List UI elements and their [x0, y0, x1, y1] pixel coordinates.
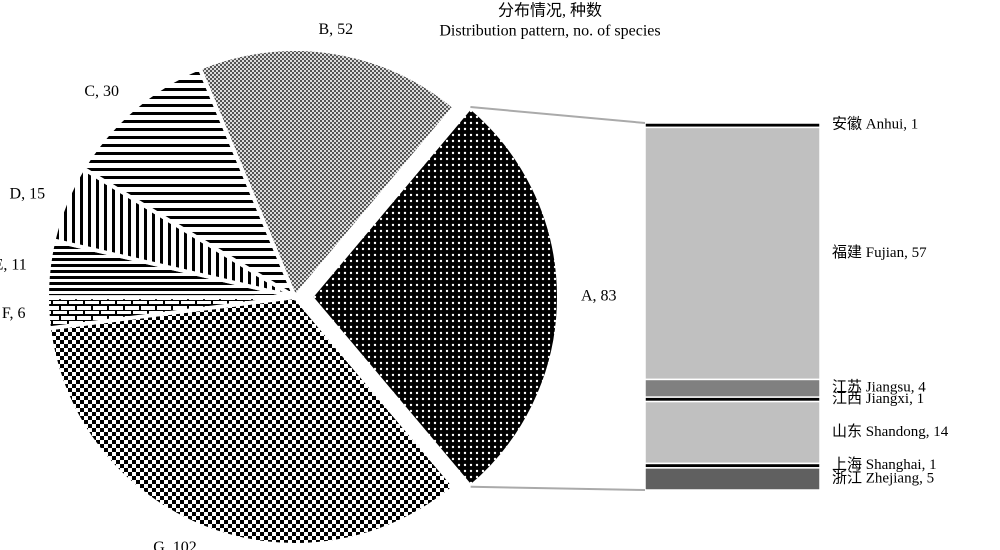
data-label: 江苏 Jiangsu, 4 — [832, 379, 926, 396]
data-label: 安徽 Anhui, 1 — [832, 116, 918, 133]
data-label: D, 15 — [10, 185, 46, 202]
data-label: F, 6 — [2, 305, 26, 322]
pie-slice — [46, 294, 458, 547]
data-label: A, 83 — [581, 288, 617, 305]
data-label: E, 11 — [0, 257, 27, 274]
data-label: C, 30 — [84, 83, 119, 100]
chart-title: 分布情况, 种数 — [498, 2, 602, 20]
chart-subtitle: Distribution pattern, no. of species — [439, 23, 660, 40]
data-label: G, 102 — [153, 539, 197, 550]
connector — [470, 485, 646, 491]
data-label: 福建 Fujian, 57 — [832, 244, 927, 261]
bar-segment — [644, 467, 821, 491]
data-label: 上海 Shanghai, 1 — [832, 456, 937, 473]
pie-slice — [308, 104, 561, 490]
bar-segment — [644, 126, 821, 381]
pie-slice — [197, 47, 458, 301]
connector — [470, 106, 646, 124]
bar-segment — [644, 400, 821, 465]
data-label: 江西 Jiangxi, 1 — [832, 390, 924, 407]
data-label: 浙江 Zhejiang, 5 — [832, 469, 934, 486]
data-label: B, 52 — [318, 21, 353, 38]
pie-slice — [80, 65, 300, 302]
data-label: 山东 Shandong, 14 — [832, 423, 949, 440]
bar-segment — [644, 378, 821, 398]
